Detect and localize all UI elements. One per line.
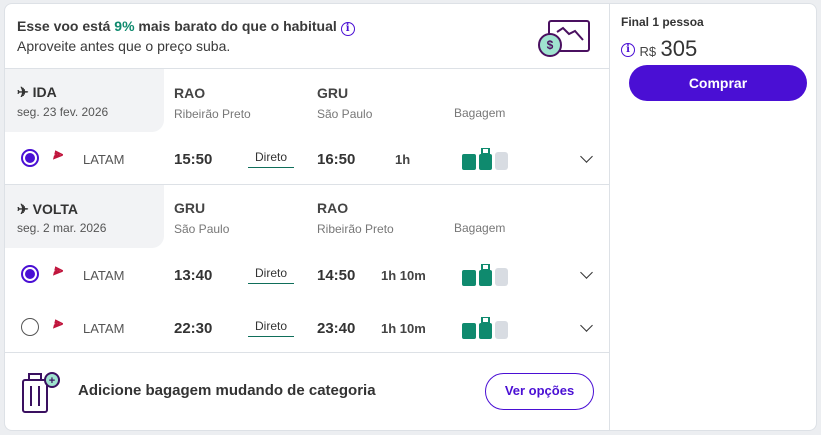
add-luggage-icon: + — [22, 372, 60, 413]
svg-text:$: $ — [547, 38, 554, 52]
destination-code: RAO — [317, 200, 349, 216]
baggage-header: Bagagem — [454, 106, 506, 120]
personal-item-icon — [462, 154, 476, 170]
baggage-icons — [462, 316, 512, 346]
savings-subtitle: Aproveite antes que o preço suba. — [17, 38, 231, 54]
outbound-date: seg. 23 fev. 2026 — [17, 105, 109, 119]
savings-headline: Esse voo está 9% mais barato do que o ha… — [17, 18, 355, 36]
price-display: i R$ 305 — [621, 36, 697, 62]
checked-bag-icon — [495, 152, 508, 170]
destination-code: GRU — [317, 85, 349, 101]
destination-city: São Paulo — [317, 107, 373, 121]
personal-item-icon — [462, 270, 476, 286]
latam-logo-icon: ⫸ — [53, 315, 63, 332]
buy-button[interactable]: Comprar — [629, 65, 807, 101]
baggage-icons — [462, 263, 512, 293]
price-label: Final 1 pessoa — [621, 15, 704, 29]
destination-city: Ribeirão Preto — [317, 222, 394, 236]
price-amount: 305 — [660, 36, 698, 61]
inbound-date: seg. 2 mar. 2026 — [17, 221, 107, 235]
info-icon[interactable]: i — [340, 22, 355, 36]
flight-offer-card: Esse voo está 9% mais barato do que o ha… — [4, 3, 817, 431]
baggage-upsell-text: Adicione bagagem mudando de categoria — [78, 382, 376, 399]
price-drop-icon: $ — [538, 20, 590, 57]
outbound-leg-header — [5, 69, 164, 132]
origin-city: Ribeirão Preto — [174, 107, 251, 121]
personal-item-icon — [462, 323, 476, 339]
chevron-down-icon[interactable] — [580, 150, 593, 163]
outbound-label: IDA — [32, 84, 57, 100]
flight-option-row[interactable]: ⫸ LATAM 22:30 Direto 23:40 1h 10m — [5, 309, 609, 351]
baggage-header: Bagagem — [454, 221, 506, 235]
flight-radio[interactable] — [21, 149, 39, 167]
origin-code: GRU — [174, 200, 206, 216]
latam-logo-icon: ⫸ — [53, 262, 63, 279]
checked-bag-icon — [495, 268, 508, 286]
flight-radio[interactable] — [21, 318, 39, 336]
inbound-label: VOLTA — [32, 201, 78, 217]
svg-text:+: + — [49, 375, 55, 387]
latam-logo-icon: ⫸ — [53, 146, 63, 163]
origin-code: RAO — [174, 85, 206, 101]
carry-on-icon — [479, 270, 492, 286]
carry-on-icon — [479, 323, 492, 339]
see-options-button[interactable]: Ver opções — [485, 373, 594, 410]
chevron-down-icon[interactable] — [580, 266, 593, 279]
baggage-icons — [462, 147, 512, 177]
chevron-down-icon[interactable] — [580, 319, 593, 332]
flight-radio[interactable] — [21, 265, 39, 283]
info-icon[interactable]: i — [621, 43, 635, 57]
inbound-leg-header — [5, 185, 164, 248]
flight-option-row[interactable]: ⫸ LATAM 13:40 Direto 14:50 1h 10m — [5, 256, 609, 298]
checked-bag-icon — [495, 321, 508, 339]
flight-option-row[interactable]: ⫸ LATAM 15:50 Direto 16:50 1h — [5, 140, 609, 182]
carry-on-icon — [479, 154, 492, 170]
plane-icon: ✈ — [17, 201, 29, 217]
origin-city: São Paulo — [174, 222, 230, 236]
plane-icon: ✈ — [17, 84, 29, 100]
